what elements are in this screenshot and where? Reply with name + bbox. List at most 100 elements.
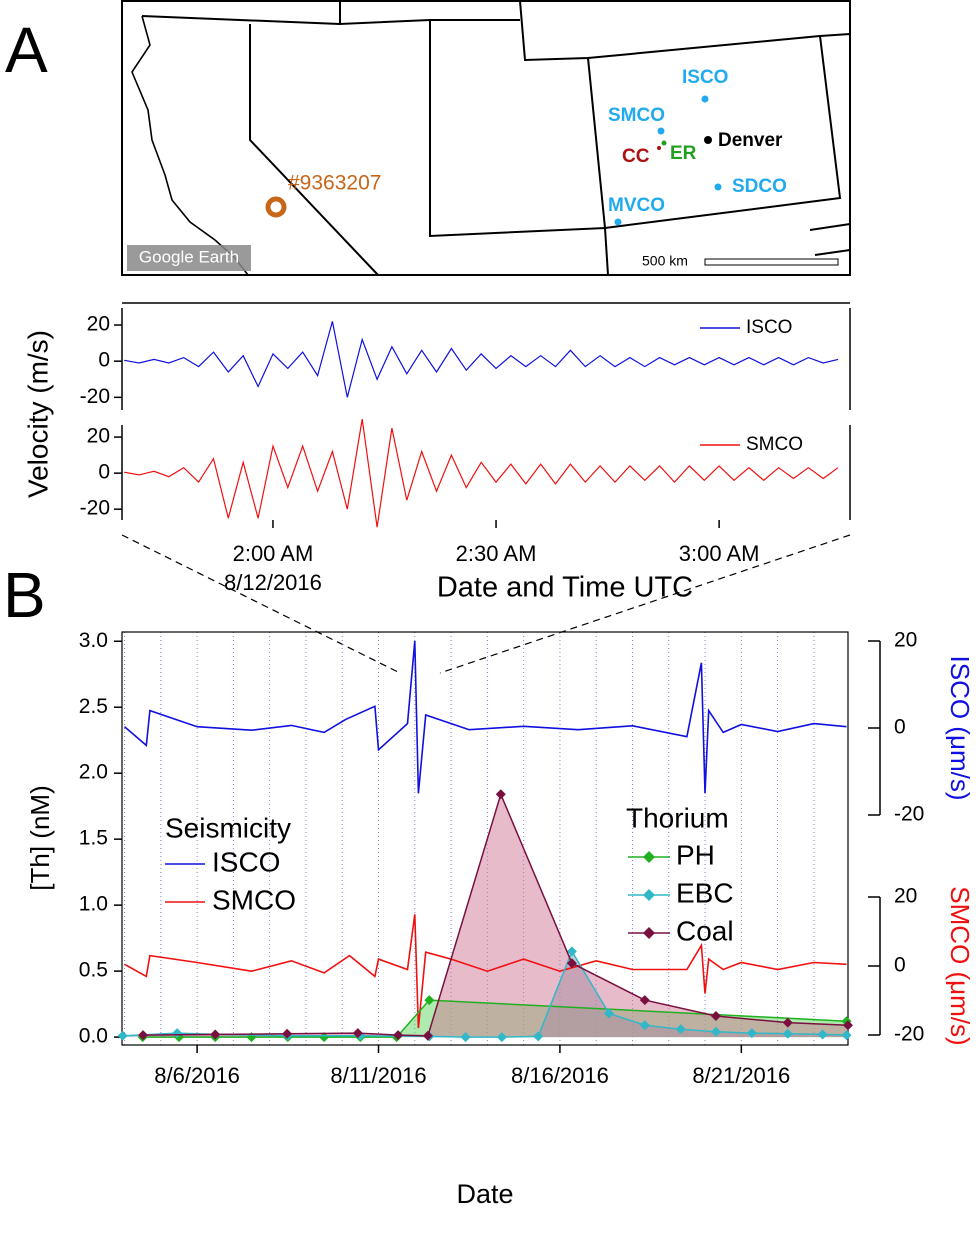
y-tick-label: -20 (894, 803, 924, 826)
x-tick-label: 8/11/2016 (330, 1063, 426, 1088)
x-axis-label: Date (456, 1179, 513, 1209)
x-tick-label: 8/6/2016 (154, 1063, 240, 1088)
y-tick-label: 2.0 (79, 761, 108, 784)
station-label: SDCO (732, 176, 787, 197)
y-tick-label: 0 (98, 461, 110, 484)
station-label: SMCO (608, 105, 665, 126)
marker (117, 1030, 128, 1041)
x-tick-label: 2:00 AM (233, 541, 314, 566)
marker (460, 1032, 471, 1043)
y-tick-label: -20 (894, 1023, 924, 1046)
station-label: CC (622, 146, 650, 167)
station-label: ER (670, 143, 697, 164)
marker (352, 1028, 363, 1039)
station-dot (661, 140, 667, 146)
marker (393, 1030, 404, 1041)
marker (675, 1024, 686, 1035)
marker (639, 995, 650, 1006)
zoom-lines (121, 534, 851, 674)
series-line (142, 999, 847, 1038)
legend-label: PH (676, 839, 715, 870)
scale-bar (704, 258, 839, 266)
station-dot (714, 183, 722, 191)
station-dot (614, 218, 622, 226)
x-tick-label: 3:00 AM (679, 541, 760, 566)
city-label: Denver (718, 130, 783, 151)
series-line (142, 792, 849, 1037)
legend-marker (643, 927, 655, 939)
y-tick-label: -20 (80, 497, 110, 520)
marker (746, 1028, 757, 1039)
legend-label: ISCO (212, 846, 280, 877)
x-tick-label: 2:30 AM (456, 541, 537, 566)
y-tick-label: -20 (80, 385, 110, 408)
marker (710, 1026, 721, 1037)
waveform (124, 419, 839, 528)
marker (422, 1030, 433, 1041)
marker (817, 1029, 828, 1040)
watermark: Google Earth (139, 247, 239, 266)
y-tick-label: 2.5 (79, 695, 108, 718)
marker (282, 1028, 293, 1039)
area (143, 794, 848, 1038)
station-label: MVCO (608, 195, 665, 216)
scale-label: 500 km (642, 253, 688, 269)
marker (495, 789, 506, 800)
station-dot (657, 146, 661, 150)
watermark-box (127, 245, 251, 271)
legend-marker (643, 851, 655, 863)
waveform (124, 321, 839, 398)
y-tick-label: 20 (894, 885, 917, 908)
y-tick-label: 20 (894, 629, 917, 652)
marker (782, 1017, 793, 1028)
marker (639, 1020, 650, 1031)
y-axis-label: Velocity (m/s) (22, 330, 53, 498)
marker (533, 1031, 544, 1042)
marker (782, 1028, 793, 1039)
panel-label: B (3, 559, 46, 631)
legend-label: Coal (676, 915, 734, 946)
marker (138, 1030, 149, 1041)
y-tick-label: 1.0 (79, 893, 108, 916)
y-tick-label: 0 (894, 954, 906, 977)
marker (603, 1008, 614, 1019)
legend-label: SMCO (746, 434, 803, 455)
state-borders (141, 0, 851, 276)
marker (210, 1029, 221, 1040)
legend-title: Seismicity (165, 812, 291, 843)
legend-marker (643, 889, 655, 901)
right-axis-label: SMCO (μm/s) (945, 886, 975, 1045)
map-frame (121, 0, 851, 276)
y-tick-label: 20 (87, 313, 110, 336)
marker (843, 1020, 853, 1031)
legend-title: Thorium (626, 802, 729, 833)
y-tick-label: 3.0 (79, 629, 108, 652)
station-dot (657, 127, 665, 135)
city-dot (704, 136, 712, 144)
x-tick-sublabel: 8/12/2016 (224, 570, 322, 595)
panel-label: A (5, 14, 48, 86)
x-tick-label: 8/21/2016 (692, 1063, 790, 1088)
y-tick-label: 1.5 (79, 827, 108, 850)
right-axis-label: ISCO (μm/s) (945, 656, 975, 801)
marker (424, 995, 435, 1006)
legend-label: SMCO (212, 884, 296, 915)
y-tick-label: 20 (87, 425, 110, 448)
marker (566, 946, 577, 957)
y-axis-label: [Th] (nM) (25, 785, 55, 890)
marker (496, 1032, 507, 1043)
marker (710, 1010, 721, 1021)
marker (172, 1028, 183, 1039)
station-label: ISCO (682, 67, 728, 88)
legend-label: EBC (676, 877, 734, 908)
event-marker (265, 196, 287, 218)
marker (319, 1032, 330, 1043)
marker (841, 1030, 852, 1041)
y-tick-label: 0 (894, 716, 906, 739)
marker (566, 958, 577, 969)
series-line (122, 949, 847, 1038)
y-tick-label: 0.5 (79, 959, 108, 982)
legend-label: ISCO (746, 317, 792, 338)
event-label: #9363207 (288, 172, 381, 195)
